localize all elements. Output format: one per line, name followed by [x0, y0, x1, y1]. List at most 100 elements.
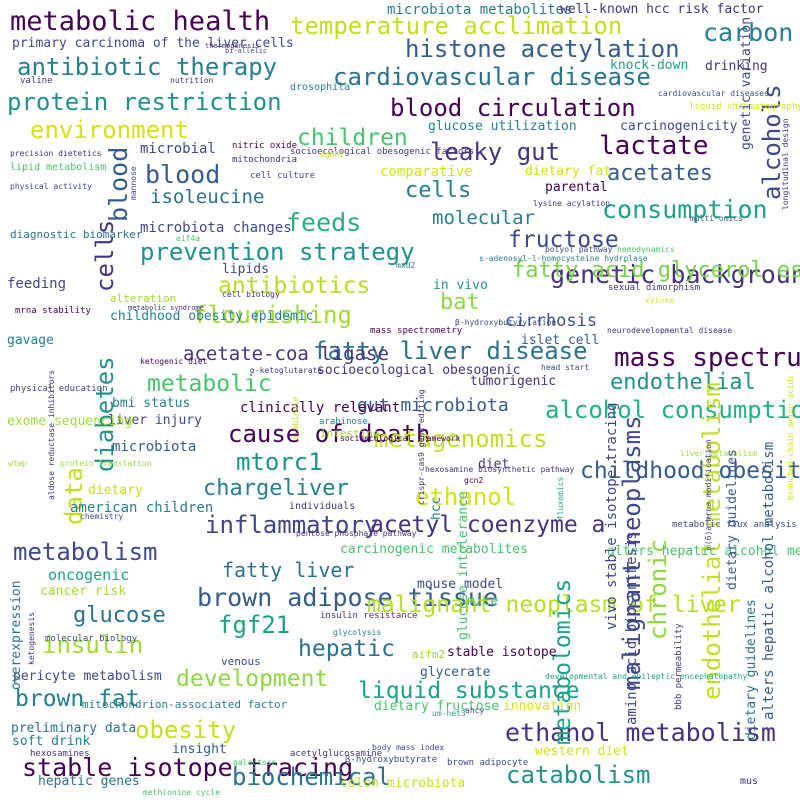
word-mus: exome sequencing — [7, 414, 133, 429]
word-genetic-variation: mitochondrion-associated factor — [82, 698, 288, 711]
word-metabolic: acetate-coa ligase — [183, 343, 389, 365]
word-ketogenesis: glycolysis — [333, 628, 382, 637]
word-multi-omics: mannose — [129, 166, 138, 200]
word-fructose: feeds — [286, 208, 362, 237]
word-blood-circulation: blood circulation — [390, 94, 636, 122]
word-biochemical: ethanol metabolism — [505, 718, 776, 747]
word-liquid-substance: insulin — [42, 631, 144, 659]
word-hcc: hcc — [429, 496, 444, 520]
word-physical-activity: precision dietetics — [10, 149, 102, 158]
word-metagenomics: gut microbiota — [357, 395, 509, 416]
word-hexosamines: bbb permeability — [674, 623, 684, 710]
word-oncogenic: oncogenic — [48, 566, 130, 584]
word-mass-spectrum-analysis: cirrhosis — [505, 311, 598, 331]
word-alters-hepatic: alters hepatic alcohol metabolism — [761, 441, 777, 720]
word-fgf21: malignant neoplasm of liver — [367, 592, 741, 618]
word-arabinose: physical education — [10, 384, 108, 394]
word-liver-metabolism: fluxomics — [556, 476, 565, 520]
word-acetates: blood — [145, 160, 221, 189]
word-mass-spectrometry: xylose — [645, 296, 674, 305]
word-amino-acid-biosynthesis: amino acid biosynthesis — [624, 531, 640, 725]
word-crispr-cas9: arabinose — [319, 417, 368, 427]
word-polyol-pathway: eif4a — [176, 234, 201, 243]
word-microbial: microbial — [140, 141, 216, 157]
word-aldose-reductase-inhibitors: head start — [541, 363, 590, 372]
word-acetylglucosamine: mus — [740, 776, 759, 787]
word-mtorc1: cause of death — [228, 420, 431, 448]
word-consumption: cells — [405, 178, 472, 203]
word-socioecological-framework: um-het3 — [432, 709, 466, 718]
word-mice: mice — [467, 594, 499, 609]
word-um-het3: brown adipocyte — [447, 758, 529, 768]
word-american-children: american children — [70, 500, 214, 516]
word-cardiovascular-disease: cardiovascular disease — [333, 63, 651, 91]
word-venous: alters hepatic alcohol metabolism — [607, 544, 800, 559]
word-neurodevelopmental-disease: sexual dimorphism — [608, 283, 701, 293]
word-histone-acetylation: histone acetylation — [405, 35, 680, 63]
word-ogdh1: mitochondria — [232, 155, 298, 165]
word-ybdf-readers: arabinose — [291, 396, 300, 440]
word-physical-education: α-ketoglutarate — [250, 366, 323, 375]
word-prevention-strategy: isoleucine — [150, 186, 265, 208]
word-comparative: comparative — [380, 164, 473, 180]
word-cardiovascular-diseases: acetylglucosamine — [290, 749, 383, 759]
word-bmi-status: bmi status — [112, 396, 191, 411]
word-ethanol: childhood obesity — [580, 458, 800, 484]
word-glycerate: venous — [221, 655, 261, 668]
word-thermogenesis: physical activity — [10, 182, 92, 191]
word-inflammation: biochemical — [232, 763, 391, 791]
word-liver-injury: liver injury — [108, 413, 202, 428]
word-inflammatory: chargeliver — [203, 476, 349, 501]
word-hepatic: glucose — [73, 603, 166, 628]
word-malignant-neoplasm-of-liver: fatty liver — [222, 558, 355, 582]
word-cell-biology: polyol pathway — [545, 245, 613, 254]
word-glucose: brown adipose tissue — [197, 583, 499, 612]
word-catabolism: stable isotope tracing — [22, 753, 354, 782]
word-acetyl-coenzyme-a: ethanol — [415, 483, 517, 511]
word-methionine-cycle: galactose — [233, 758, 277, 767]
word-stable-isotope-tracing: obesity — [135, 716, 237, 744]
word-diet: diet — [478, 457, 510, 472]
word-islet-cell: islet cell — [521, 333, 600, 348]
word-knock-down: knock-down — [610, 58, 689, 73]
word-glycolysis: metabolic flux analysis — [672, 520, 797, 530]
word-eif4a: multi-omics — [690, 214, 743, 223]
word-cell-culture: socioecological obesogenic factors — [290, 147, 475, 157]
word-galactose: β-hydroxybutyrate — [345, 755, 438, 765]
word-antibiotic-therapy: antibiotic therapy — [17, 53, 278, 81]
word-in-vivo: in vivo — [433, 278, 488, 293]
word-acetate-coa-ligase: fatty liver disease — [313, 337, 588, 365]
word-antibiotics: genetic background — [550, 260, 800, 289]
word-soft-drink: dietary fructose — [374, 699, 500, 714]
word-m6a: gcn2 — [464, 476, 484, 485]
word-carcinogenic-metabolites: carcinogenic metabolites — [340, 542, 528, 557]
word-gut-microbiota: alcohol consumption — [545, 396, 800, 424]
word-fatty-liver-disease: flourishing — [193, 301, 352, 329]
word-nutrition: wtap — [8, 459, 28, 468]
word-metabolic-syndrome: bi-allelic — [225, 47, 268, 55]
word-flourishing: antibiotics — [218, 273, 371, 299]
word-gavage: gavage — [7, 333, 54, 348]
word-metabolism: inflammatory — [205, 511, 379, 539]
word-brown-adipocyte: body mass index — [372, 743, 445, 752]
word-genetic-background: fructose — [508, 227, 619, 253]
word-exome-sequencing: individuals — [289, 501, 356, 512]
word-development: hepatic — [298, 636, 395, 662]
word-blood: blood — [104, 146, 133, 222]
word-chargeliver: mtorc1 — [236, 448, 323, 476]
word-diabetes: mass spectrum analysis — [614, 343, 800, 373]
word-fatty-liver: acetyl coenzyme a — [370, 512, 606, 538]
word-microbiota-metabolites: microbiota metabolites — [387, 2, 573, 18]
word-temperature-acclimation: temperature acclimation — [290, 12, 623, 40]
word-hemodynamics: lysine acylation — [533, 199, 611, 208]
word-s-adenosyl: hemodynamics — [617, 245, 675, 254]
word-dietary-fat: dietary fat — [525, 164, 612, 179]
word-drinking: drinking — [705, 59, 768, 74]
word-hepatic-genes: insight — [172, 742, 227, 757]
word-alcohol-consumption: metabolic — [147, 371, 272, 397]
word-cirrhosis: bat — [440, 290, 480, 315]
word-chemistry: branched-chain amino acids — [786, 374, 795, 500]
word-parental: parental — [545, 180, 608, 195]
word-bbb-permeability: genetic variation — [739, 16, 754, 150]
